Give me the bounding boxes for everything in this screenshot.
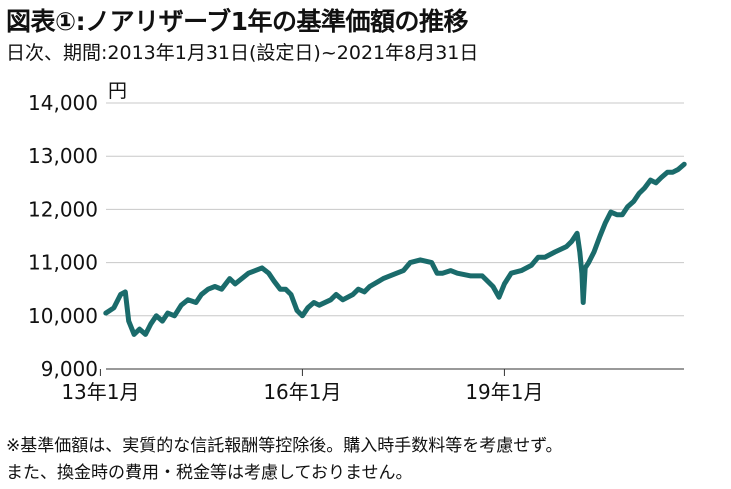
chart-title: 図表①:ノアリザーブ1年の基準価額の推移	[6, 7, 469, 36]
x-tick-label: 16年1月	[263, 380, 341, 404]
series-line	[103, 161, 687, 337]
footnote-line-2: また、換金時の費用・税金等は考慮しておりません。	[6, 463, 413, 483]
y-tick-label: 12,000	[28, 197, 98, 221]
y-axis-unit: 円	[108, 80, 128, 102]
chart-subtitle: 日次、期間:2013年1月31日(設定日)~2021年8月31日	[6, 42, 479, 64]
y-tick-label: 13,000	[28, 144, 98, 168]
y-tick-label: 10,000	[28, 304, 98, 328]
series-group	[103, 161, 687, 337]
y-tick-label: 11,000	[28, 251, 98, 275]
y-tick-label: 14,000	[28, 91, 98, 115]
grid-lines	[106, 102, 684, 317]
footnote-line-1: ※基準価額は、実質的な信託報酬等控除後。購入時手数料等を考慮せず。	[6, 436, 563, 456]
x-tick-label: 19年1月	[465, 380, 543, 404]
y-axis: 9,000 10,000 11,000 12,000 13,000 14,000	[28, 91, 98, 381]
x-tick-label: 13年1月	[61, 380, 139, 404]
x-axis: 13年1月 16年1月 19年1月	[61, 368, 684, 404]
y-tick-label: 9,000	[41, 357, 98, 381]
